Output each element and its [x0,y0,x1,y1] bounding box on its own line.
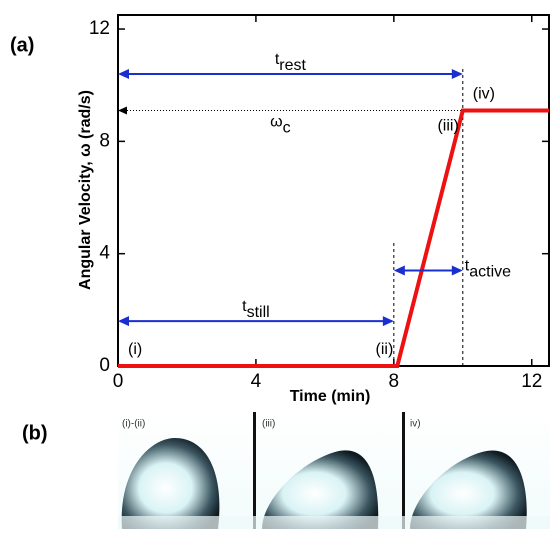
label-base: t [465,258,470,275]
label-base: t [275,51,280,68]
label-base: t [242,298,247,315]
arrowhead [451,68,463,79]
y-axis-title: Angular Velocity, ω (rad/s) [77,90,94,290]
panel-label: (b) [22,422,48,444]
line [118,108,549,368]
separator [402,412,405,529]
point-label: (i) [128,341,142,358]
arrowhead [451,265,463,276]
label-sub: c [283,120,291,137]
point-label: (iii) [437,118,458,135]
arrowhead [118,106,127,115]
label-base: ω [270,114,283,131]
separator [253,412,256,529]
droplet [262,450,379,529]
label-sub: rest [279,57,306,74]
frame-label: iv) [410,419,421,430]
y-tick-label: 4 [99,243,110,264]
y-tick-label: 8 [99,130,110,151]
arrowhead [118,316,129,327]
annotation-label: trest [275,51,307,74]
substrate [118,516,550,529]
image-strip [118,412,550,529]
arrowhead [382,316,394,327]
frame-label: (i)-(ii) [122,419,145,430]
label-sub: still [247,304,270,321]
x-tick-label: 8 [389,371,400,392]
droplet [410,450,527,529]
x-tick-label: 4 [251,371,262,392]
x-tick-label: 12 [521,371,542,392]
annotation-label: ωc [270,114,291,137]
arrowhead [118,68,129,79]
annotation-label: tactive [465,258,511,281]
point-label: (ii) [376,341,394,358]
panel-label: (a) [10,34,34,56]
y-tick-label: 12 [89,18,110,39]
point-label: (iv) [473,86,495,103]
arrowhead [393,265,405,276]
annotation-label: tstill [242,298,270,321]
x-axis-title: Time (min) [290,388,371,405]
droplet [121,438,220,529]
y-tick-label: 0 [99,355,110,376]
plot-frame [117,14,550,367]
label-sub: active [469,264,511,281]
frame-label: (iii) [262,419,275,430]
x-tick-label: 0 [113,371,124,392]
